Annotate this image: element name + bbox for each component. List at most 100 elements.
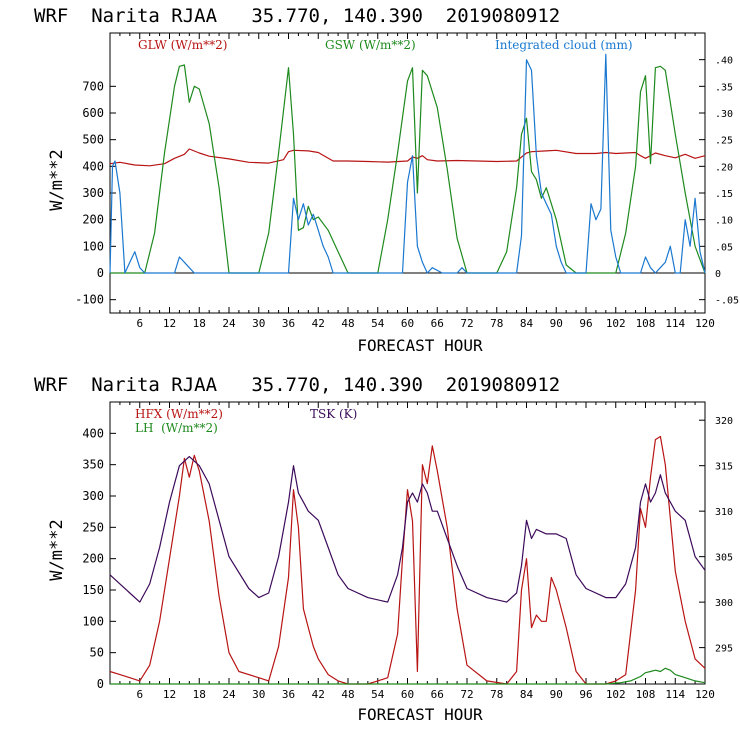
y-tick-label: 100 — [82, 614, 104, 628]
x-tick-label: 114 — [665, 317, 685, 330]
panel-bottom-x-ticks: 6 12 18 24 30 36 42 48 54 60 66 72 78 84 90 96 102 108 114… — [119, 402, 715, 701]
y2-tick-label: .40 — [715, 56, 733, 67]
series-line-hfx — [109, 435, 706, 685]
y-tick-label: 200 — [82, 213, 104, 227]
x-tick-label: 30 — [252, 688, 265, 701]
x-tick-label: 120 — [695, 317, 715, 330]
y-tick-label: 400 — [82, 426, 104, 440]
x-tick-label: 84 — [520, 688, 534, 701]
panel-top-xlabel: FORECAST HOUR — [357, 336, 483, 355]
panel-top-x-ticks: 6 12 18 24 30 36 42 48 54 60 66 72 78 84 90 96 102 108 114… — [119, 33, 715, 330]
y2-tick-label: .10 — [715, 216, 733, 227]
y-tick-label: 150 — [82, 583, 104, 597]
x-tick-label: 48 — [341, 317, 354, 330]
panel-top-title: WRF Narita RJAA 35.770, 140.390 20190809… — [34, 5, 560, 27]
series-line-lh — [110, 667, 706, 685]
legend-glw: GLW (W/m**2) — [138, 38, 227, 52]
x-tick-label: 36 — [282, 317, 295, 330]
series-line-integrated — [109, 53, 706, 274]
y-tick-label: 0 — [97, 677, 104, 691]
x-tick-label: 6 — [136, 688, 143, 701]
y-tick-label: 400 — [82, 159, 104, 173]
x-tick-label: 42 — [312, 317, 325, 330]
x-tick-label: 12 — [163, 317, 176, 330]
panel-bottom-y-ticks: 0 50 100 150 200 250 300 350 400 — [82, 426, 116, 691]
y2-tick-label: 310 — [715, 507, 733, 518]
x-tick-label: 84 — [520, 317, 534, 330]
x-tick-label: 102 — [606, 688, 626, 701]
x-tick-label: 18 — [193, 688, 206, 701]
y2-tick-label: .20 — [715, 162, 733, 173]
x-tick-label: 42 — [312, 688, 325, 701]
x-tick-label: 36 — [282, 688, 295, 701]
x-tick-label: 54 — [371, 688, 385, 701]
x-tick-label: 96 — [579, 688, 592, 701]
y2-tick-label: .35 — [715, 82, 733, 93]
panel-bottom: WRF Narita RJAA 35.770, 140.390 20190809… — [34, 374, 733, 724]
legend-hfx: HFX (W/m**2) — [135, 407, 223, 421]
x-tick-label: 114 — [665, 688, 685, 701]
y-tick-label: 300 — [82, 186, 104, 200]
x-tick-label: 18 — [193, 317, 206, 330]
y-tick-label: 300 — [82, 489, 104, 503]
panel-bottom-xlabel: FORECAST HOUR — [357, 705, 483, 724]
panel-bottom-ylabel: W/m**2 — [47, 519, 67, 580]
y-tick-label: 500 — [82, 133, 104, 147]
y-tick-label: 0 — [97, 266, 104, 280]
x-tick-label: 120 — [695, 688, 715, 701]
series-line-gsw — [110, 64, 706, 274]
series-line-glw — [109, 148, 706, 167]
x-tick-label: 90 — [550, 688, 563, 701]
x-tick-label: 60 — [401, 688, 414, 701]
y2-tick-label: .30 — [715, 109, 733, 120]
y2-tick-label: .05 — [715, 242, 733, 253]
legend-lh: LH (W/m**2) — [135, 421, 218, 435]
legend-cloud: Integrated cloud (mm) — [495, 38, 633, 52]
y-tick-label: 50 — [90, 646, 104, 660]
x-tick-label: 102 — [606, 317, 626, 330]
y2-tick-label: 300 — [715, 598, 733, 609]
panel-bottom-frame — [109, 401, 706, 685]
x-tick-label: 66 — [431, 688, 444, 701]
panel-top-y2-ticks: -.05 0 .05 .10 .15 .20 .25 .30 .35 .40 — [699, 56, 739, 307]
panel-bottom-series — [109, 435, 706, 685]
y2-tick-label: .15 — [715, 189, 733, 200]
legend-tsk: TSK (K) — [310, 407, 357, 421]
series-line-tsk — [109, 456, 706, 603]
x-tick-label: 24 — [222, 317, 236, 330]
panel-bottom-title: WRF Narita RJAA 35.770, 140.390 20190809… — [34, 374, 560, 396]
y-tick-label: 350 — [82, 458, 104, 472]
x-tick-label: 78 — [490, 317, 503, 330]
y2-tick-label: 295 — [715, 644, 733, 655]
x-tick-label: 72 — [460, 317, 473, 330]
y2-tick-label: -.05 — [715, 296, 739, 307]
y-tick-label: 250 — [82, 520, 104, 534]
x-tick-label: 66 — [431, 317, 444, 330]
panel-top: WRF Narita RJAA 35.770, 140.390 20190809… — [34, 5, 739, 355]
legend-gsw: GSW (W/m**2) — [325, 38, 416, 52]
x-tick-label: 72 — [460, 688, 473, 701]
y2-tick-label: 315 — [715, 462, 733, 473]
panel-top-y-ticks: -100 0 100 200 300 400 500 600 700 — [75, 79, 116, 307]
y-tick-label: 200 — [82, 552, 104, 566]
x-tick-label: 30 — [252, 317, 265, 330]
x-tick-label: 48 — [341, 688, 354, 701]
x-tick-label: 90 — [550, 317, 563, 330]
panel-top-ylabel: W/m**2 — [47, 149, 67, 210]
y-tick-label: -100 — [75, 293, 104, 307]
y-tick-label: 600 — [82, 106, 104, 120]
y2-tick-label: 0 — [715, 269, 721, 280]
x-tick-label: 108 — [636, 317, 656, 330]
y2-tick-label: .25 — [715, 136, 733, 147]
x-tick-label: 96 — [579, 317, 592, 330]
panel-bottom-y2-ticks: 295 300 305 310 315 320 — [699, 416, 733, 655]
x-tick-label: 108 — [636, 688, 656, 701]
y2-tick-label: 305 — [715, 553, 733, 564]
y-tick-label: 700 — [82, 79, 104, 93]
x-tick-label: 78 — [490, 688, 503, 701]
x-tick-label: 54 — [371, 317, 385, 330]
x-tick-label: 12 — [163, 688, 176, 701]
x-tick-label: 24 — [222, 688, 236, 701]
x-tick-label: 6 — [136, 317, 143, 330]
